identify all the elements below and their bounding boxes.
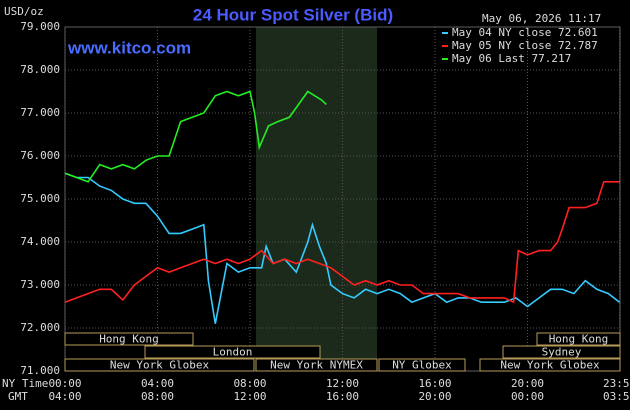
gmt-tick-label: 16:00 (326, 390, 359, 403)
y-tick-label: 78.000 (20, 63, 60, 76)
session-label: New York Globex (110, 359, 210, 372)
watermark: www.kitco.com (67, 38, 191, 57)
y-tick-label: 71.000 (20, 364, 60, 377)
session-box (378, 358, 466, 372)
session-box (64, 332, 194, 346)
y-tick-label: 79.000 (20, 20, 60, 33)
session-box (255, 358, 378, 372)
legend-label: May 04 NY close 72.601 (452, 26, 598, 39)
session-box (479, 358, 621, 372)
gmt-tick-label: 00:00 (511, 390, 544, 403)
timestamp: May 06, 2026 11:17 (482, 12, 601, 25)
session-box (502, 345, 621, 359)
x-tick-label: 16:00 (418, 377, 451, 390)
session-box (144, 345, 321, 359)
gmt-tick-label: 04:00 (48, 390, 81, 403)
x-axis-label: GMT (8, 390, 28, 403)
price-line (64, 90, 327, 183)
x-tick-label: 12:00 (326, 377, 359, 390)
session-label: Hong Kong (99, 333, 159, 346)
session-label: NY Globex (392, 359, 452, 372)
nymex-session-band (256, 27, 377, 371)
y-tick-label: 77.000 (20, 106, 60, 119)
x-tick-label: 04:00 (141, 377, 174, 390)
gmt-tick-label: 12:00 (233, 390, 266, 403)
session-label: New York Globex (500, 359, 600, 372)
x-tick-label: 23:59 (603, 377, 630, 390)
session-label: New York NYMEX (270, 359, 363, 372)
gmt-tick-label: 03:59 (603, 390, 630, 403)
gmt-tick-label: 20:00 (418, 390, 451, 403)
y-tick-label: 72.000 (20, 321, 60, 334)
gmt-tick-label: 08:00 (141, 390, 174, 403)
x-tick-label: 00:00 (48, 377, 81, 390)
y-tick-label: 76.000 (20, 149, 60, 162)
session-label: London (213, 346, 253, 359)
chart-title: 24 Hour Spot Silver (Bid) (193, 5, 393, 24)
x-tick-label: 20:00 (511, 377, 544, 390)
session-label: Sydney (542, 346, 582, 359)
session-box (64, 358, 255, 372)
y-tick-label: 74.000 (20, 235, 60, 248)
session-label: Hong Kong (549, 333, 609, 346)
y-tick-label: 75.000 (20, 192, 60, 205)
x-tick-label: 08:00 (233, 377, 266, 390)
y-tick-label: 73.000 (20, 278, 60, 291)
legend-label: May 05 NY close 72.787 (452, 39, 598, 52)
x-axis-label: NY Time (2, 377, 48, 390)
price-line (64, 172, 620, 324)
y-axis-label: USD/oz (4, 5, 44, 18)
legend-label: May 06 Last 77.217 (452, 52, 571, 65)
session-box (536, 332, 621, 346)
price-line (64, 181, 620, 304)
